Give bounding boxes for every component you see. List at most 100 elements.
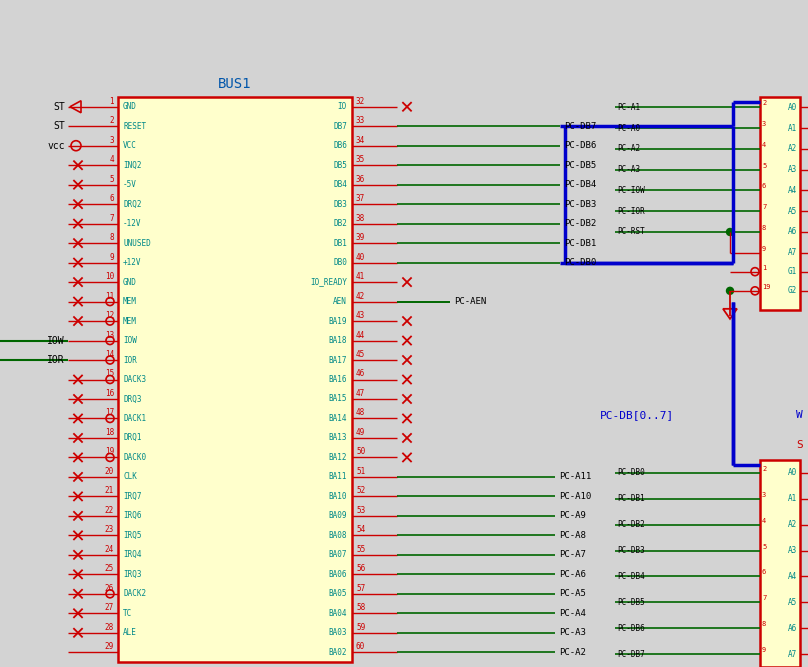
Text: RESET: RESET [123,121,146,131]
Bar [760,97,800,310]
Circle shape [106,454,114,462]
Text: IRQ5: IRQ5 [123,531,141,540]
Circle shape [726,287,734,294]
Text: 2: 2 [762,101,766,106]
Circle shape [751,287,759,295]
Text: PC-A6: PC-A6 [559,570,586,579]
Text: BA17: BA17 [329,356,347,365]
Text: BA14: BA14 [329,414,347,423]
Text: BA06: BA06 [329,570,347,579]
Bar [118,97,352,662]
Circle shape [751,267,759,275]
Text: BA07: BA07 [329,550,347,560]
Text: PC-DB6: PC-DB6 [617,624,645,633]
Text: A0: A0 [788,103,797,112]
Text: UNUSED: UNUSED [123,239,151,247]
Text: A4: A4 [788,572,797,581]
Text: A2: A2 [788,145,797,153]
Text: DB4: DB4 [333,180,347,189]
Text: PC-IOR: PC-IOR [617,207,645,215]
Text: 38: 38 [356,213,365,223]
Text: 8: 8 [109,233,114,242]
Text: IRQ4: IRQ4 [123,550,141,560]
Text: 6: 6 [762,183,766,189]
Text: IRQ7: IRQ7 [123,492,141,501]
Text: 33: 33 [356,116,365,125]
Text: IO: IO [338,102,347,111]
Text: DB6: DB6 [333,141,347,150]
Text: AEN: AEN [333,297,347,306]
Text: 53: 53 [356,506,365,515]
Text: ST: ST [53,121,65,131]
Text: 22: 22 [105,506,114,515]
Text: 9: 9 [762,647,766,653]
Text: 4: 4 [109,155,114,164]
Text: S: S [796,440,803,450]
Text: 2: 2 [109,116,114,125]
Text: DB7: DB7 [333,121,347,131]
Text: 7: 7 [762,204,766,210]
Text: MEM: MEM [123,317,137,325]
Text: A3: A3 [788,165,797,174]
Circle shape [106,337,114,345]
Text: 5: 5 [762,163,766,169]
Text: 45: 45 [356,350,365,359]
Text: 40: 40 [356,253,365,261]
Text: 56: 56 [356,564,365,574]
Text: 51: 51 [356,467,365,476]
Text: ST: ST [53,102,65,112]
Text: 7: 7 [109,213,114,223]
Text: 48: 48 [356,408,365,418]
Text: 60: 60 [356,642,365,651]
Text: PC-DB0: PC-DB0 [617,468,645,478]
Text: A6: A6 [788,624,797,633]
Text: 5: 5 [762,544,766,550]
Polygon shape [723,309,737,319]
Text: IOW: IOW [48,336,65,346]
Text: PC-A2: PC-A2 [559,648,586,657]
Text: IRQ3: IRQ3 [123,570,141,579]
Circle shape [106,297,114,305]
Text: BA11: BA11 [329,472,347,482]
Text: TC: TC [123,609,133,618]
Text: 8: 8 [762,225,766,231]
Text: BA18: BA18 [329,336,347,345]
Text: A1: A1 [788,123,797,133]
Text: 41: 41 [356,272,365,281]
Circle shape [71,141,81,151]
Text: A1: A1 [788,494,797,504]
Text: PC-DB[0..7]: PC-DB[0..7] [600,410,674,420]
Text: 16: 16 [105,389,114,398]
Text: 3: 3 [109,135,114,145]
Text: 25: 25 [105,564,114,574]
Text: PC-DB7: PC-DB7 [564,121,596,131]
Text: 57: 57 [356,584,365,593]
Circle shape [726,229,734,235]
Text: PC-A5: PC-A5 [559,590,586,598]
Text: BA03: BA03 [329,628,347,637]
Text: 50: 50 [356,448,365,456]
Text: PC-A2: PC-A2 [617,145,640,153]
Text: BA09: BA09 [329,512,347,520]
Text: PC-DB4: PC-DB4 [564,180,596,189]
Text: PC-AEN: PC-AEN [454,297,486,306]
Text: DB1: DB1 [333,239,347,247]
Text: PC-DB5: PC-DB5 [564,161,596,169]
Text: PC-A11: PC-A11 [559,472,591,482]
Text: W: W [796,410,803,420]
Text: 32: 32 [356,97,365,106]
Text: DACK2: DACK2 [123,590,146,598]
Text: IO_READY: IO_READY [310,277,347,287]
Text: MEM: MEM [123,297,137,306]
Text: PC-A0: PC-A0 [617,123,640,133]
Text: 58: 58 [356,603,365,612]
Text: PC-DB5: PC-DB5 [617,598,645,607]
Text: PC-DB7: PC-DB7 [617,650,645,658]
Text: A5: A5 [788,598,797,607]
Text: BA08: BA08 [329,531,347,540]
Text: PC-A4: PC-A4 [559,609,586,618]
Text: DB3: DB3 [333,199,347,209]
Text: vcc: vcc [48,141,65,151]
Text: 29: 29 [105,642,114,651]
Text: IOR: IOR [123,356,137,365]
